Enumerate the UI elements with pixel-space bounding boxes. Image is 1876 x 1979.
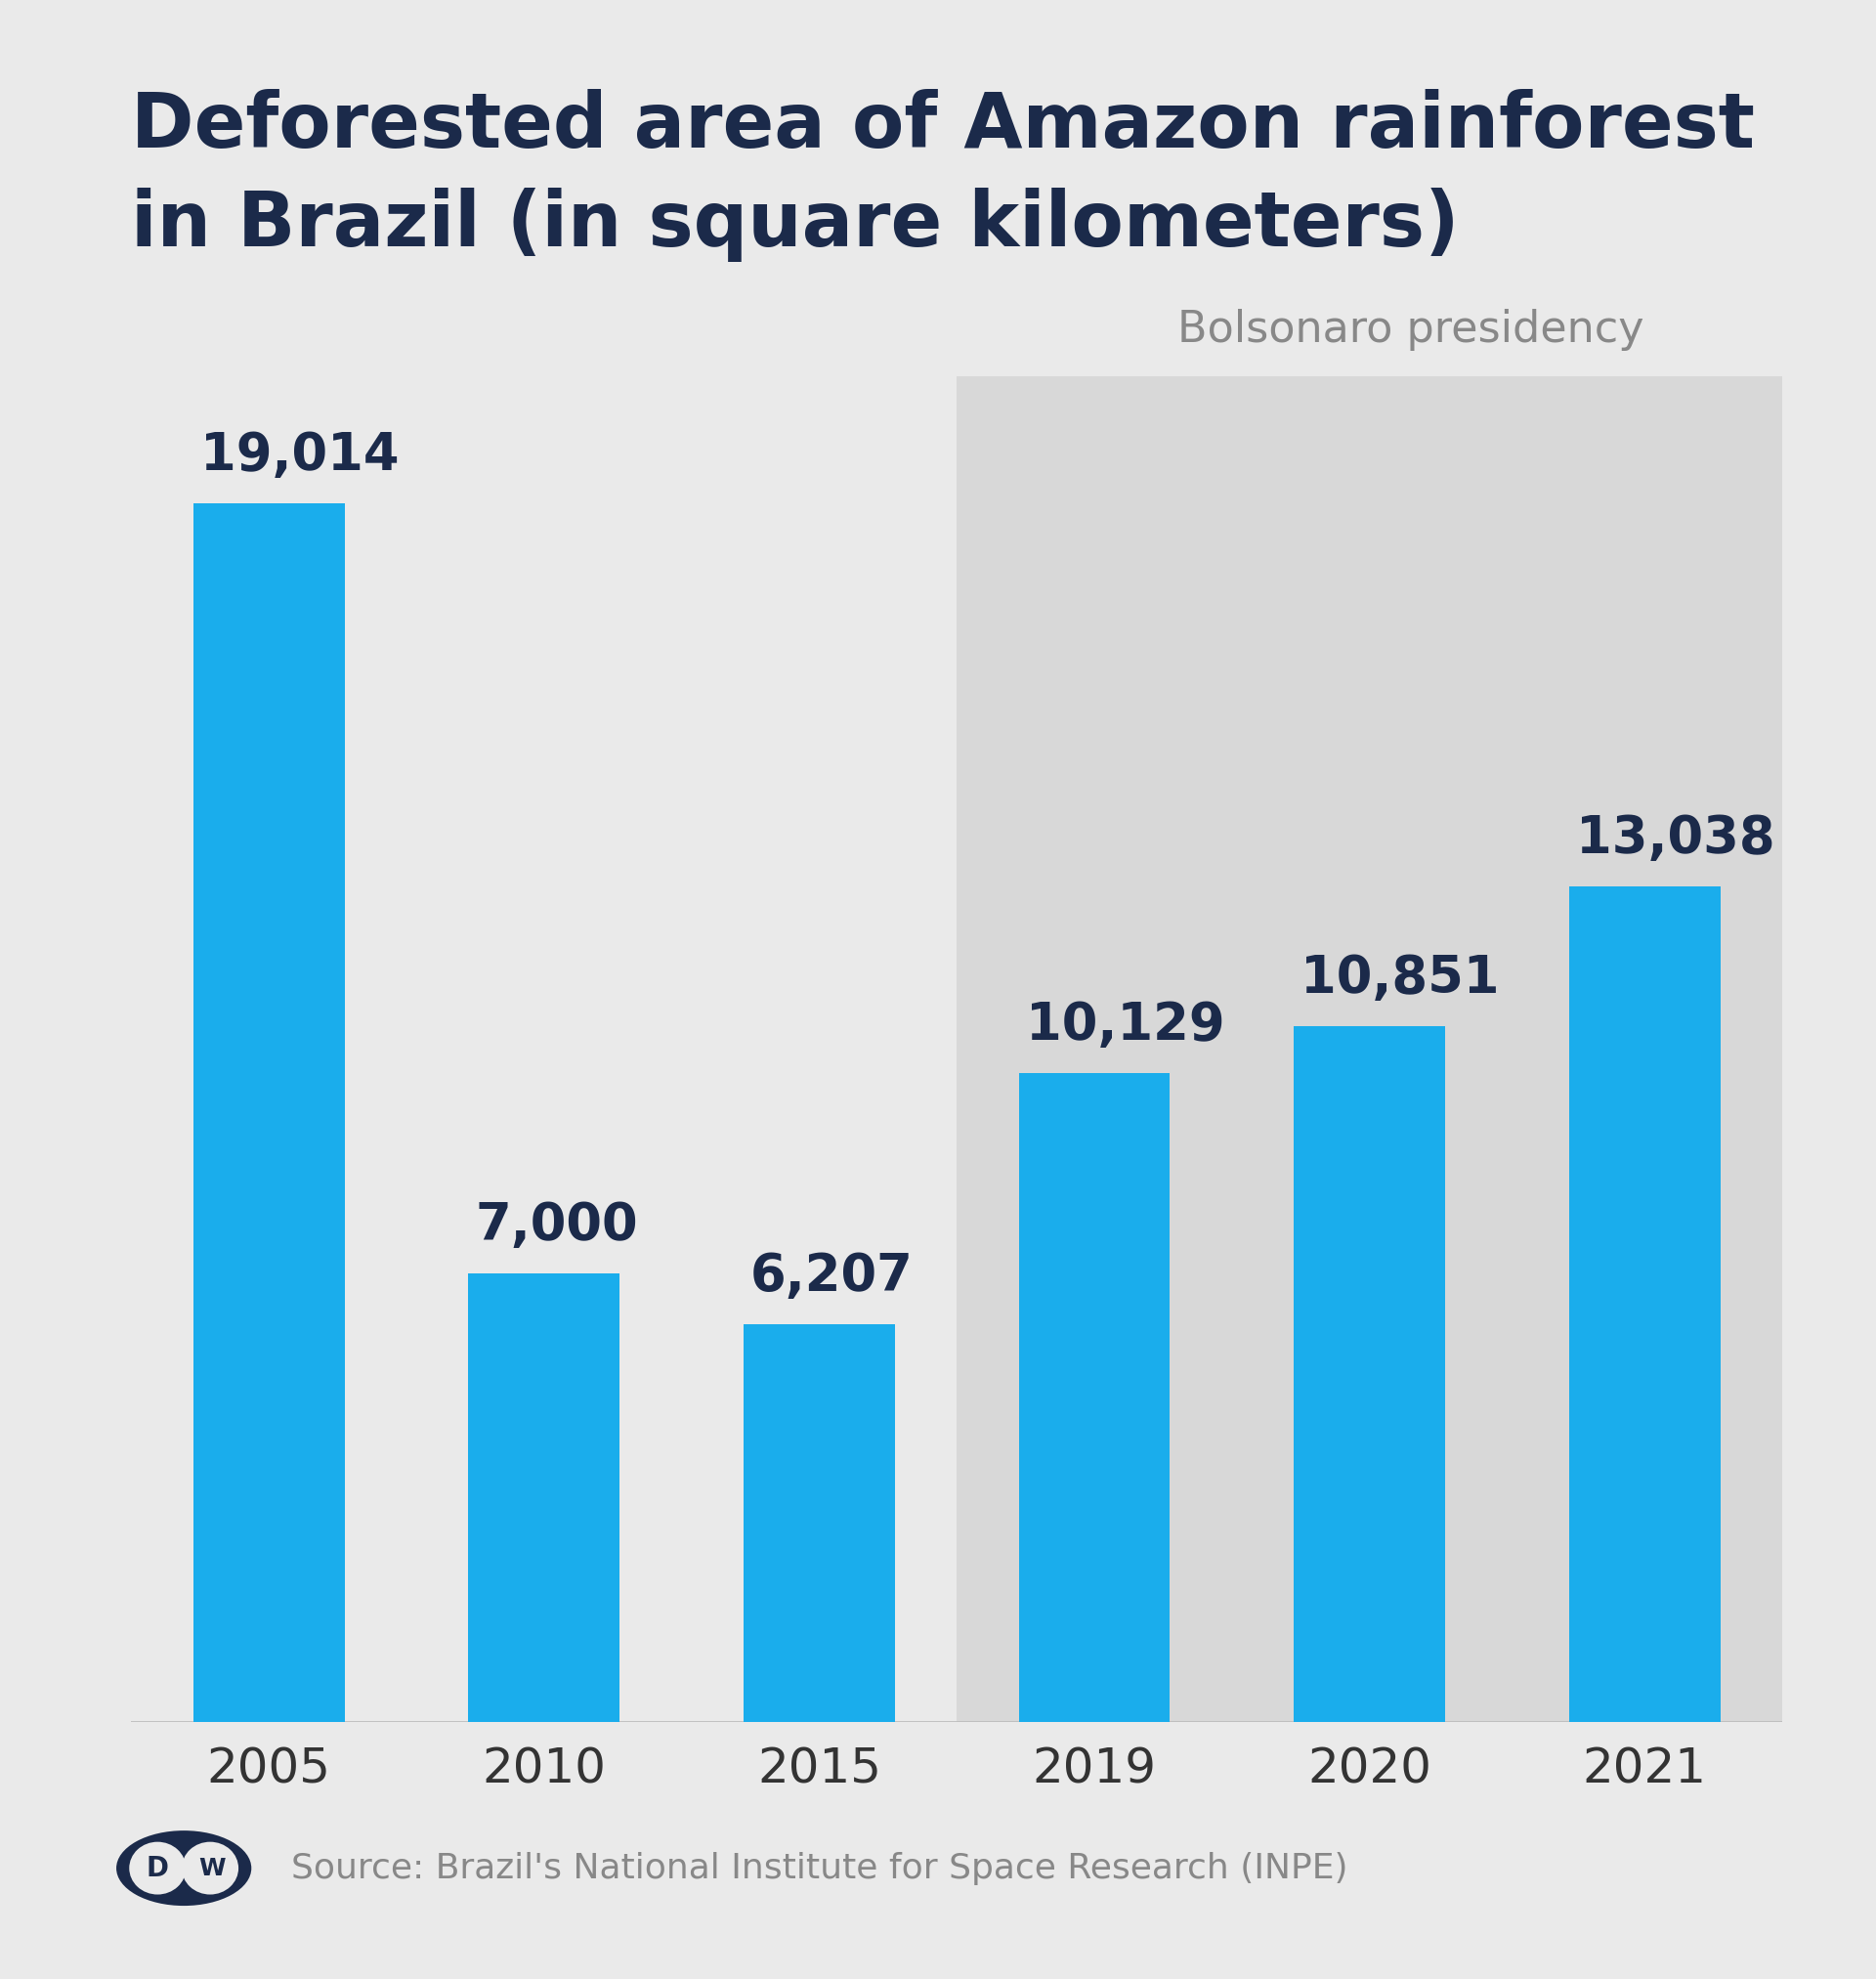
Text: 10,851: 10,851 xyxy=(1300,954,1499,1003)
FancyBboxPatch shape xyxy=(957,40,1782,1722)
Text: in Brazil (in square kilometers): in Brazil (in square kilometers) xyxy=(131,188,1460,263)
Text: 13,038: 13,038 xyxy=(1576,813,1775,863)
Bar xyxy=(1294,1027,1445,1722)
Bar xyxy=(1019,1073,1171,1722)
Text: 7,000: 7,000 xyxy=(475,1199,638,1251)
Bar xyxy=(1568,887,1720,1722)
Text: 6,207: 6,207 xyxy=(750,1251,914,1302)
Text: W: W xyxy=(199,1856,225,1880)
Bar xyxy=(743,1324,895,1722)
Text: Deforested area of Amazon rainforest: Deforested area of Amazon rainforest xyxy=(131,89,1756,164)
Text: D: D xyxy=(146,1854,169,1882)
Bar xyxy=(469,1272,619,1722)
Text: 10,129: 10,129 xyxy=(1026,999,1225,1051)
Text: Bolsonaro presidency: Bolsonaro presidency xyxy=(1178,309,1643,350)
Text: Source: Brazil's National Institute for Space Research (INPE): Source: Brazil's National Institute for … xyxy=(291,1852,1347,1884)
Bar xyxy=(193,503,345,1722)
Text: 19,014: 19,014 xyxy=(201,429,400,481)
